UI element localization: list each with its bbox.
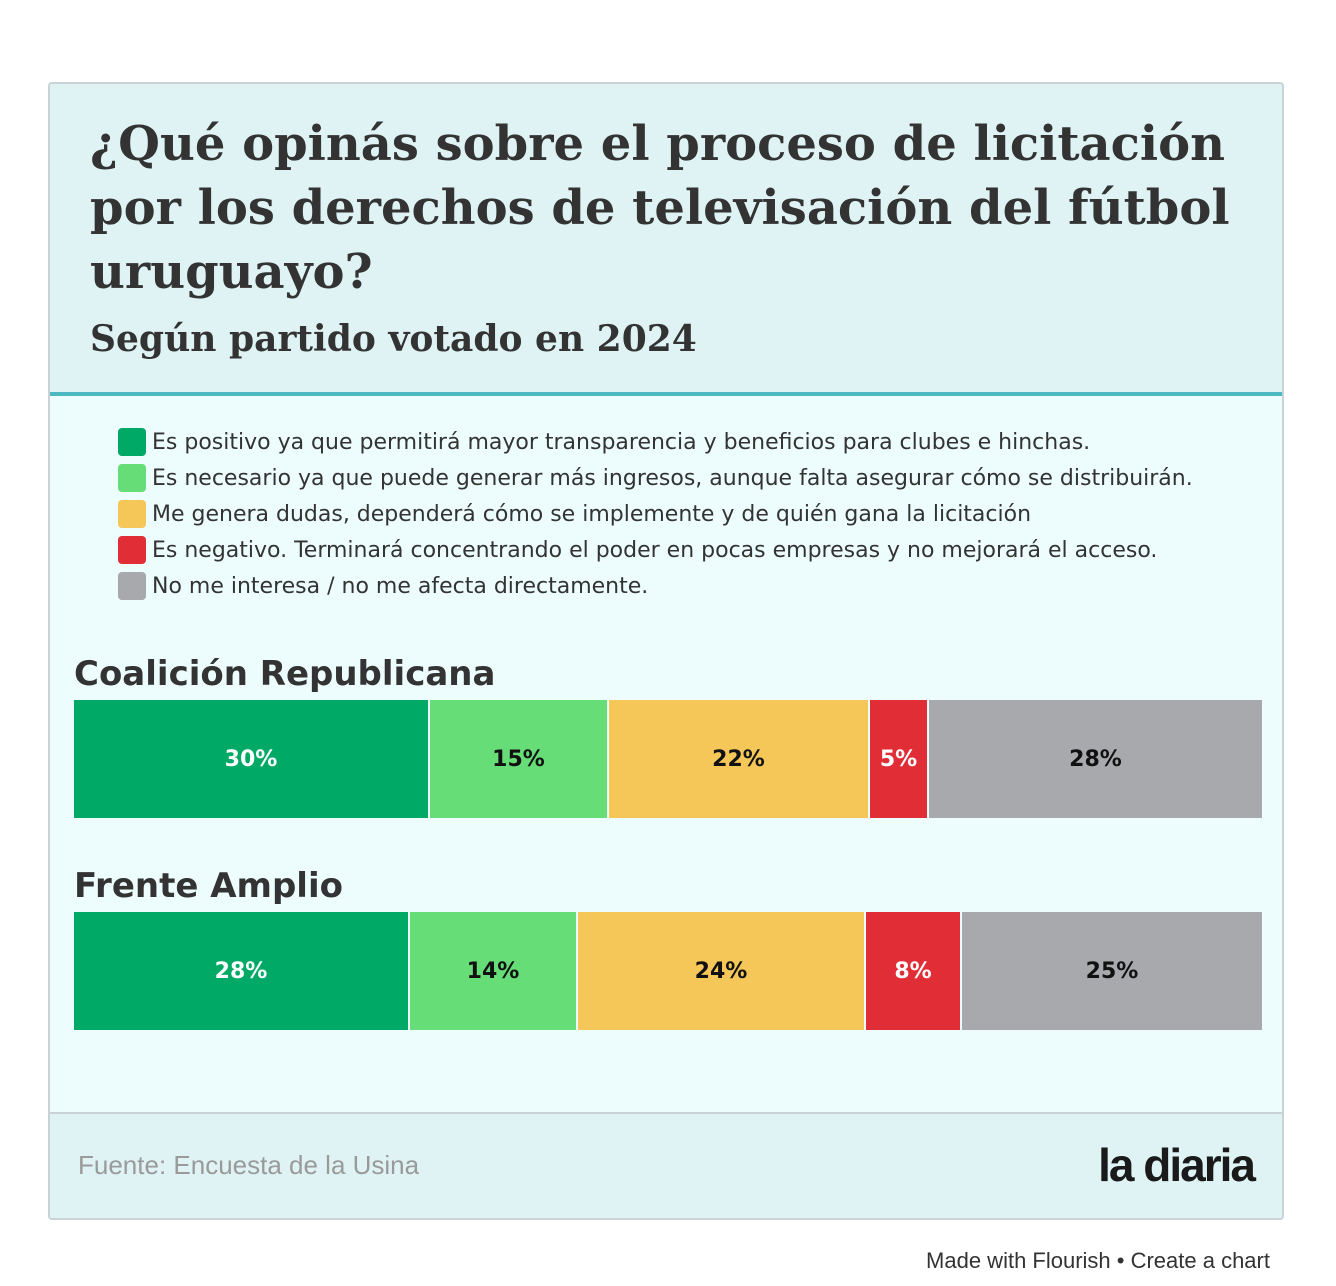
bar-value-label: 28% [1069,746,1122,772]
chart-legend: Es positivo ya que permitirá mayor trans… [118,424,1193,604]
bar-segment-no-interesa[interactable]: 28% [929,700,1262,818]
group-label-coalicion-republicana: Coalición Republicana [74,654,496,694]
bar-segment-dudas[interactable]: 24% [578,912,864,1030]
chart-title: ¿Qué opinás sobre el proceso de licitaci… [90,116,1230,300]
legend-label-no-interesa: No me interesa / no me afecta directamen… [152,573,649,599]
bar-segment-negativo[interactable]: 5% [870,700,927,818]
bar-segment-positive[interactable]: 28% [74,912,408,1030]
legend-label-positive: Es positivo ya que permitirá mayor trans… [152,429,1091,455]
legend-label-necesario: Es necesario ya que puede generar más in… [152,465,1193,491]
legend-swatch-dudas [118,500,146,528]
legend-swatch-positive [118,428,146,456]
bar-value-label: 22% [712,746,765,772]
bar-segment-negativo[interactable]: 8% [866,912,960,1030]
legend-label-dudas: Me genera dudas, dependerá cómo se imple… [152,501,1032,527]
bar-segment-no-interesa[interactable]: 25% [962,912,1262,1030]
chart-subtitle: Según partido votado en 2024 [90,318,697,360]
chart-header: ¿Qué opinás sobre el proceso de licitaci… [50,84,1282,396]
legend-swatch-necesario [118,464,146,492]
bar-value-label: 5% [879,746,918,772]
legend-item-necesario[interactable]: Es necesario ya que puede generar más in… [118,460,1193,496]
legend-item-dudas[interactable]: Me genera dudas, dependerá cómo se imple… [118,496,1193,532]
bar-segment-necesario[interactable]: 14% [410,912,576,1030]
legend-item-negativo[interactable]: Es negativo. Terminará concentrando el p… [118,532,1193,568]
bar-value-label: 8% [894,958,932,984]
group-label-frente-amplio: Frente Amplio [74,866,343,906]
bar-segment-necesario[interactable]: 15% [430,700,607,818]
bar-segment-positive[interactable]: 30% [74,700,428,818]
chart-card: ¿Qué opinás sobre el proceso de licitaci… [48,82,1284,1220]
legend-swatch-negativo [118,536,146,564]
legend-label-negativo: Es negativo. Terminará concentrando el p… [152,537,1158,563]
chart-footer: Fuente: Encuesta de la Usina la diaria [50,1112,1282,1218]
legend-swatch-no-interesa [118,572,146,600]
bar-segment-dudas[interactable]: 22% [609,700,868,818]
legend-item-no-interesa[interactable]: No me interesa / no me afecta directamen… [118,568,1193,604]
source-note: Fuente: Encuesta de la Usina [78,1150,420,1180]
bar-value-label: 28% [214,958,268,984]
flourish-credit[interactable]: Made with Flourish • Create a chart [926,1248,1270,1273]
bar-value-label: 30% [224,746,278,772]
bar-value-label: 15% [492,746,545,772]
bar-value-label: 14% [466,958,520,984]
bar-row-frente-amplio: 28% 14% 24% 8% 25% [74,912,1262,1030]
la-diaria-logo[interactable]: la diaria [1098,1139,1256,1191]
bar-row-coalicion-republicana: 30% 15% 22% 5% 28% [74,700,1262,818]
legend-item-positive[interactable]: Es positivo ya que permitirá mayor trans… [118,424,1193,460]
bar-value-label: 25% [1085,958,1139,984]
bar-value-label: 24% [694,958,748,984]
